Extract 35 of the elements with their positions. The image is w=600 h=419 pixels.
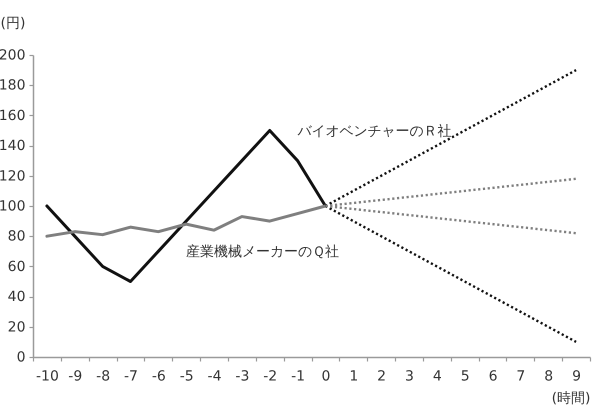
x-tick-label: 1 <box>349 368 358 384</box>
x-tick-label: 9 <box>572 368 582 384</box>
x-tick-label: -1 <box>291 368 306 384</box>
y-tick-label: 60 <box>8 258 26 275</box>
x-tick-label: 6 <box>488 368 498 384</box>
y-tick-label: 140 <box>0 138 26 154</box>
x-tick-label: -5 <box>180 368 194 384</box>
x-tick-label: 8 <box>544 368 554 384</box>
x-tick-label: -2 <box>263 368 278 384</box>
y-tick-label: 40 <box>8 289 26 306</box>
x-tick-label: 0 <box>321 368 330 384</box>
y-tick-label: 200 <box>0 48 26 64</box>
y-tick-label: 120 <box>0 168 26 184</box>
x-tick-label: 3 <box>405 368 414 384</box>
x-tick-label: -10 <box>36 368 59 384</box>
y-tick-label: 0 <box>16 350 26 366</box>
x-tick-label: -9 <box>68 368 82 384</box>
y-tick-label: 180 <box>0 78 26 94</box>
y-tick-label: 80 <box>8 228 26 245</box>
series-label: 産業機械メーカーのＱ社 <box>186 244 340 260</box>
x-tick-label: -8 <box>96 368 110 384</box>
y-tick-label: 100 <box>0 198 26 214</box>
x-tick-label: -7 <box>124 368 138 384</box>
series-label: バイオベンチャーのＲ社 <box>296 124 452 140</box>
y-tick-label: 160 <box>0 108 26 124</box>
x-tick-label: -6 <box>152 368 166 384</box>
y-tick-label: 20 <box>8 319 26 336</box>
x-tick-label: -4 <box>208 368 222 384</box>
x-tick-label: 4 <box>432 368 442 384</box>
x-tick-label: 2 <box>377 368 386 384</box>
y-axis-title: (円) <box>0 16 26 32</box>
x-tick-label: -3 <box>235 368 250 384</box>
x-tick-label: 5 <box>460 368 470 384</box>
x-tick-label: 7 <box>516 368 526 384</box>
x-axis-title: (時間) <box>552 390 590 406</box>
